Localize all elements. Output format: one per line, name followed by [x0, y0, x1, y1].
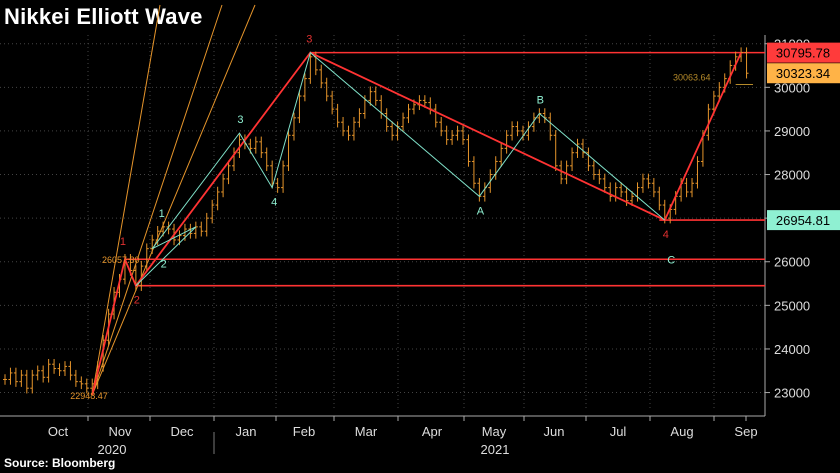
y-tick-label: 23000 [774, 386, 810, 401]
x-tick-label: Jan [236, 424, 257, 439]
last-value-box [767, 63, 840, 84]
last-value-label: 30795.78 [776, 46, 830, 61]
y-tick-label: 30000 [774, 80, 810, 95]
wave-label: 2 [134, 295, 140, 307]
wave-label: B [537, 94, 544, 106]
year-label: 2021 [481, 442, 510, 457]
wave-label: 3 [237, 114, 243, 126]
x-tick-label: Oct [48, 424, 69, 439]
last-value-label: 30323.34 [776, 66, 830, 81]
x-tick-label: Jun [544, 424, 565, 439]
y-tick-label: 29000 [774, 124, 810, 139]
y-tick-label: 25000 [774, 298, 810, 313]
last-value-label: 26954.81 [776, 213, 830, 228]
wave-label: 1 [159, 208, 165, 220]
year-label: 2020 [98, 442, 127, 457]
fan-line [91, 4, 161, 395]
price-note: 30063.64 [673, 73, 711, 83]
x-tick-label: Mar [355, 424, 378, 439]
x-tick-label: Apr [422, 424, 443, 439]
wave-label: C [667, 255, 675, 267]
x-tick-label: Aug [670, 424, 693, 439]
chart-title: Nikkei Elliott Wave [4, 4, 203, 29]
last-value-box [767, 42, 840, 63]
y-tick-label: 28000 [774, 168, 810, 183]
wave-label: 1 [120, 236, 126, 248]
x-tick-label: Sep [734, 424, 757, 439]
x-tick-label: Nov [108, 424, 132, 439]
wave-label: 4 [663, 229, 669, 241]
y-tick-label: 24000 [774, 342, 810, 357]
price-note: 22948.47 [70, 391, 108, 401]
primary-wave-line [91, 51, 742, 396]
wave-label: 3 [306, 34, 312, 46]
minor-wave-line [135, 51, 666, 287]
fan-line [91, 4, 256, 395]
x-tick-label: Dec [170, 424, 194, 439]
last-value-box [767, 210, 840, 231]
x-tick-label: Feb [293, 424, 315, 439]
source-note: Source: Bloomberg [4, 456, 116, 470]
fan-line [91, 4, 223, 395]
x-tick-label: Jul [610, 424, 627, 439]
wave-label: A [477, 205, 485, 217]
price-note: 26057.30 [102, 255, 140, 265]
wave-label: 4 [271, 197, 277, 209]
wave-label: 2 [161, 259, 167, 271]
x-tick-label: May [482, 424, 507, 439]
y-tick-label: 26000 [774, 255, 810, 270]
